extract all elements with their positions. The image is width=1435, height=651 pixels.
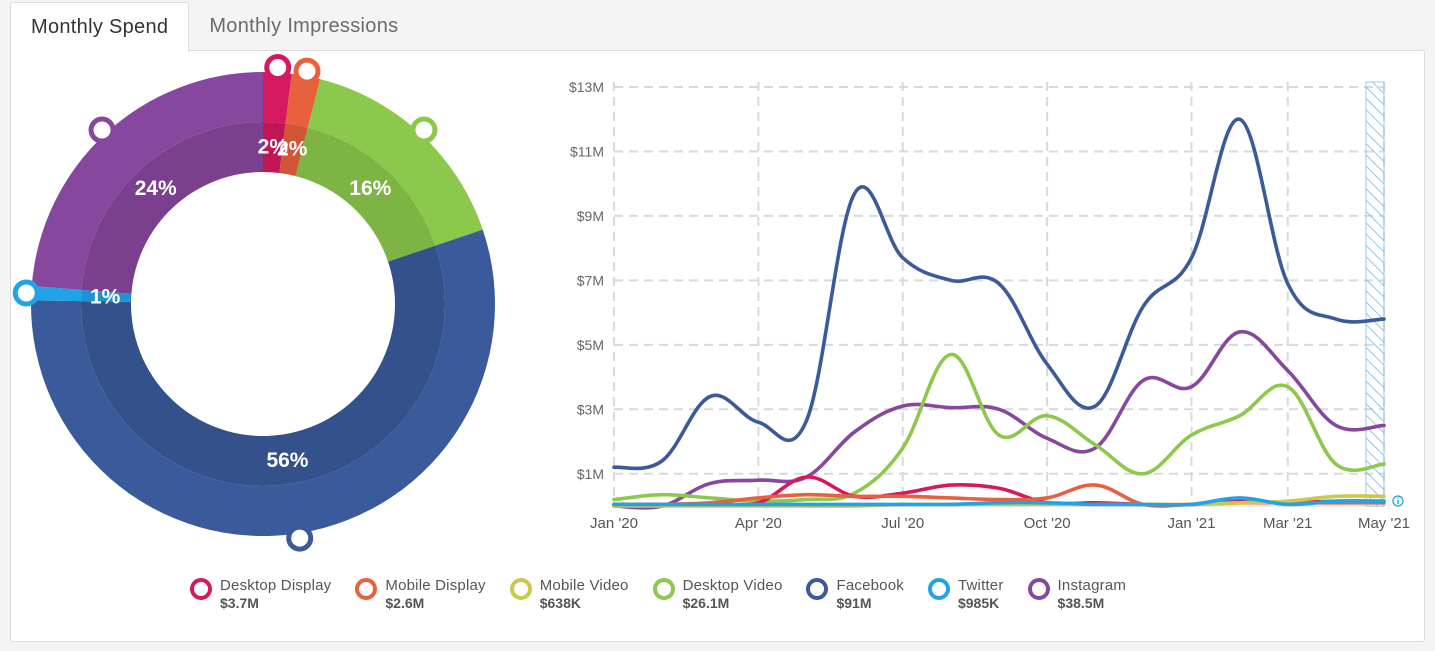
info-icon-stem — [1397, 500, 1399, 504]
series-line-twitter[interactable] — [612, 496, 1386, 507]
donut-label-instagram: 24% — [135, 177, 177, 200]
legend-value: $26.1M — [682, 595, 730, 611]
donut-slice-inner-twitter — [81, 289, 132, 302]
donut-marker-mobile-display[interactable] — [293, 57, 321, 85]
donut-chart: 2%2% 16% 56% 1% 24% — [12, 53, 495, 552]
legend-item-desktop-display[interactable]: Desktop Display $3.7M — [190, 577, 331, 611]
donut-slice-instagram[interactable] — [31, 72, 263, 290]
donut-marker-desktop-video[interactable] — [410, 116, 438, 144]
donut-label-facebook: 56% — [266, 449, 308, 472]
tab-monthly-spend[interactable]: Monthly Spend — [10, 2, 190, 52]
donut-marker-instagram[interactable] — [88, 116, 116, 144]
donut-slice-twitter[interactable] — [31, 285, 82, 302]
y-tick-label: $11M — [570, 143, 604, 159]
legend-value: $638K — [539, 595, 581, 611]
donut-slice-desktop-video[interactable] — [307, 79, 483, 246]
mobile-video-dot-icon — [509, 578, 532, 600]
legend-item-mobile-video[interactable]: Mobile Video $638K — [509, 577, 629, 611]
donut-label-mobile-display: 2% — [277, 138, 308, 161]
legend-item-twitter[interactable]: Twitter $985K — [927, 577, 1004, 611]
legend: Desktop Display $3.7M Mobile Display $2.… — [190, 577, 1150, 611]
donut-slice-inner-facebook — [81, 245, 446, 487]
y-tick-label: $7M — [577, 272, 604, 288]
instagram-dot-icon — [1027, 578, 1050, 600]
legend-value: $985K — [957, 595, 1000, 611]
series-line-facebook[interactable] — [612, 117, 1386, 471]
legend-name: Desktop Display — [220, 577, 332, 594]
legend-item-desktop-video[interactable]: Desktop Video $26.1M — [652, 577, 783, 611]
legend-value: $2.6M — [385, 595, 425, 611]
donut-slice-inner-mobile-display — [279, 123, 308, 177]
donut-label-desktop-video: 16% — [349, 177, 391, 200]
forecast-hatch-region — [1365, 81, 1385, 507]
x-tick-label: Jan '21 — [1168, 515, 1216, 532]
y-tick-label: $1M — [577, 466, 604, 482]
legend-value: $3.7M — [220, 595, 259, 611]
legend-name: Mobile Display — [385, 577, 486, 594]
twitter-dot-icon — [927, 578, 950, 600]
legend-name: Twitter — [957, 577, 1004, 594]
y-tick-label: $5M — [577, 337, 604, 353]
y-tick-label: $13M — [569, 79, 604, 95]
x-tick-label: May '21 — [1358, 515, 1410, 532]
desktop-display-dot-icon — [190, 578, 212, 600]
tab-bar: Monthly Spend Monthly Impressions — [10, 2, 418, 52]
x-tick-label: Oct '20 — [1024, 515, 1071, 532]
donut-marker-twitter[interactable] — [12, 279, 40, 307]
x-tick-label: Mar '21 — [1263, 515, 1313, 532]
legend-value: $91M — [836, 595, 872, 611]
legend-name: Instagram — [1057, 577, 1127, 594]
donut-slice-inner-desktop-video — [295, 127, 436, 262]
donut-slice-desktop-display[interactable] — [263, 72, 292, 124]
donut-slice-inner-instagram — [81, 122, 264, 294]
x-tick-label: Apr '20 — [735, 515, 782, 532]
donut-label-desktop-display: 2% — [258, 135, 289, 158]
y-tick-label: $3M — [577, 401, 604, 417]
donut-marker-desktop-display[interactable] — [264, 53, 292, 81]
legend-value: $38.5M — [1057, 595, 1105, 611]
series-line-instagram[interactable] — [612, 330, 1386, 510]
y-tick-label: $9M — [577, 208, 604, 224]
line-chart: $1M $3M $5M $7M $9M $11M $13M Jan '20 Apr '20 Ju… — [569, 79, 1410, 532]
legend-item-instagram[interactable]: Instagram $38.5M — [1027, 577, 1127, 611]
donut-marker-facebook[interactable] — [286, 524, 314, 552]
donut-slice-mobile-display[interactable] — [285, 73, 321, 128]
legend-item-facebook[interactable]: Facebook $91M — [806, 577, 904, 611]
mobile-display-dot-icon — [355, 578, 378, 600]
legend-name: Mobile Video — [539, 577, 629, 594]
tab-monthly-impressions[interactable]: Monthly Impressions — [209, 14, 399, 37]
legend-name: Desktop Video — [682, 577, 783, 594]
facebook-dot-icon — [806, 578, 829, 600]
donut-slice-facebook[interactable] — [30, 229, 495, 536]
legend-name: Facebook — [836, 577, 904, 594]
series-line-desktop-video[interactable] — [612, 352, 1386, 504]
x-tick-label: Jan '20 — [590, 515, 638, 532]
donut-slice-inner-desktop-display — [263, 122, 286, 174]
info-icon-dot — [1397, 497, 1399, 499]
legend-item-mobile-display[interactable]: Mobile Display $2.6M — [355, 577, 486, 611]
donut-label-twitter: 1% — [90, 286, 121, 309]
desktop-video-dot-icon — [652, 578, 675, 600]
x-tick-label: Jul '20 — [881, 515, 924, 532]
